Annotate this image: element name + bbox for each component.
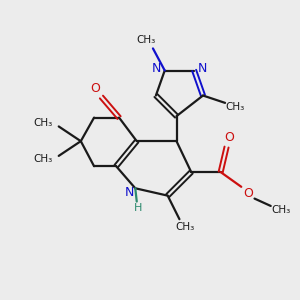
Text: N: N — [198, 61, 207, 75]
Text: CH₃: CH₃ — [136, 34, 155, 45]
Text: CH₃: CH₃ — [226, 102, 245, 112]
Text: CH₃: CH₃ — [175, 222, 194, 232]
Text: CH₃: CH₃ — [272, 206, 291, 215]
Text: CH₃: CH₃ — [34, 154, 53, 164]
Text: O: O — [243, 187, 253, 200]
Text: H: H — [134, 203, 142, 213]
Text: O: O — [224, 131, 234, 144]
Text: O: O — [91, 82, 100, 95]
Text: N: N — [125, 186, 134, 199]
Text: N: N — [152, 61, 161, 75]
Text: CH₃: CH₃ — [34, 118, 53, 128]
